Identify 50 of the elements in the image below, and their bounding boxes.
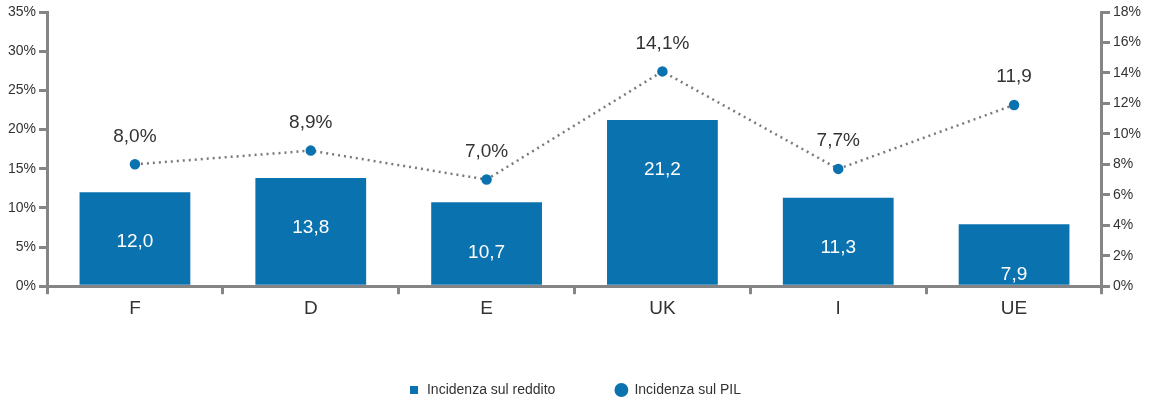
y2-tick-label: 8% [1112,155,1134,172]
point [657,66,668,77]
y-tick-label: 20% [7,120,37,137]
bar [79,192,191,285]
x-tick-label: I [835,296,841,318]
y2-tick-label: 14% [1112,63,1142,80]
y2-tick-label: 18% [1112,2,1142,19]
x-tick-label: F [129,296,141,318]
bar [255,178,367,285]
data-label: 11,3 [820,235,857,257]
data-label: 7,7% [816,129,860,151]
bar [607,120,718,285]
x-tick-label: UE [1000,296,1028,318]
bar [958,224,1070,285]
point [305,145,317,156]
data-label: 11,9 [996,65,1032,87]
x-tick-label: D [303,296,318,318]
y-tick-label: 10% [7,198,37,215]
y2-tick-label: 16% [1112,33,1142,50]
legend-label: Incidenza sul reddito [426,380,556,397]
x-tick-label: UK [649,296,676,318]
point [1008,99,1020,111]
legend-label: Incidenza sul PIL [634,380,742,397]
point [129,159,141,170]
data-label: 7,9 [1000,262,1028,284]
y-tick-label: 30% [7,42,37,59]
bar [431,202,542,285]
data-label: 7,0% [464,139,509,161]
point [481,174,492,185]
y-tick-label: 15% [7,159,37,176]
y-tick-label: 0% [15,277,37,294]
y-tick-label: 25% [7,81,37,98]
data-label: 8,0% [113,124,157,146]
y2-tick-label: 0% [1112,277,1134,294]
bar [782,197,894,285]
data-label: 10,7 [468,240,506,262]
y2-tick-label: 12% [1112,94,1142,111]
y2-tick-label: 6% [1112,185,1134,202]
data-label: 12,0 [116,230,154,252]
data-label: 13,8 [292,216,330,238]
data-label: 8,9% [289,110,333,132]
y-tick-label: 35% [7,2,37,19]
y-tick-label: 5% [15,237,37,254]
y2-tick-label: 2% [1112,246,1134,263]
point [832,163,844,175]
x-tick-label: E [480,296,493,318]
data-label: 14,1% [635,31,690,53]
y2-tick-label: 4% [1112,216,1134,233]
data-label: 21,2 [643,158,681,180]
y2-tick-label: 10% [1112,124,1142,141]
